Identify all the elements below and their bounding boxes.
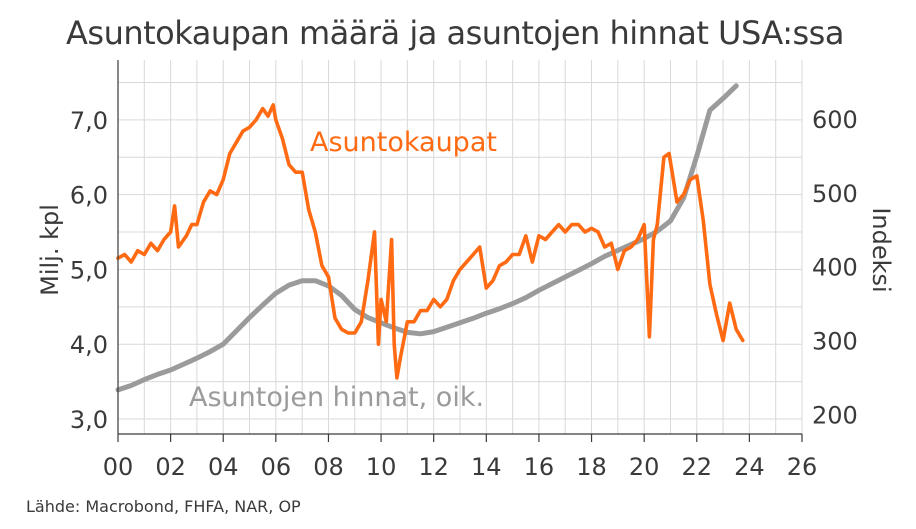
x-tick-label: 18 <box>576 453 607 481</box>
series-layer <box>115 83 745 393</box>
x-tick-label: 16 <box>524 453 555 481</box>
y-left-tick-label: 4,0 <box>70 331 108 359</box>
x-tick-label: 02 <box>155 453 186 481</box>
source-note: Lähde: Macrobond, FHFA, NAR, OP <box>26 497 301 516</box>
y-right-tick-label: 400 <box>812 254 858 282</box>
x-tick-label: 08 <box>313 453 344 481</box>
y-left-tick-label: 6,0 <box>70 182 108 210</box>
x-tick-label: 00 <box>103 453 134 481</box>
x-tick-label: 06 <box>261 453 292 481</box>
y-left-tick-label: 7,0 <box>70 107 108 135</box>
y-left-tick-label: 3,0 <box>70 406 108 434</box>
grid <box>117 60 803 434</box>
x-tick-label: 24 <box>734 453 765 481</box>
y-right-tick-label: 500 <box>812 180 858 208</box>
chart-title: Asuntokaupan määrä ja asuntojen hinnat U… <box>66 14 844 52</box>
x-tick-label: 26 <box>787 453 818 481</box>
series-label-sales: Asuntokaupat <box>310 127 497 158</box>
x-tick-label: 04 <box>208 453 239 481</box>
series-label-prices: Asuntojen hinnat, oik. <box>189 382 484 413</box>
y-right-tick-label: 600 <box>812 106 858 134</box>
right-axis-title: Indeksi <box>867 207 895 292</box>
left-axis-title: Milj. kpl <box>36 204 64 296</box>
x-tick-label: 14 <box>471 453 502 481</box>
series-line-sales <box>116 103 745 380</box>
y-right-tick-label: 300 <box>812 327 858 355</box>
axes: 00 02 04 06 08 10 12 14 16 18 20 22 24 26 3,0 4,0 5,0 6,0… <box>70 60 858 481</box>
x-tick-label: 20 <box>629 453 660 481</box>
x-tick-label: 12 <box>418 453 449 481</box>
x-tick-label: 10 <box>366 453 397 481</box>
x-tick-label: 22 <box>681 453 712 481</box>
y-right-tick-label: 200 <box>812 401 858 429</box>
y-left-tick-label: 5,0 <box>70 256 108 284</box>
